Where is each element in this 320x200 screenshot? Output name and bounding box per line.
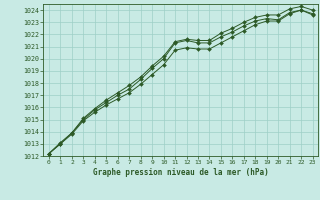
X-axis label: Graphe pression niveau de la mer (hPa): Graphe pression niveau de la mer (hPa) [93, 168, 269, 177]
